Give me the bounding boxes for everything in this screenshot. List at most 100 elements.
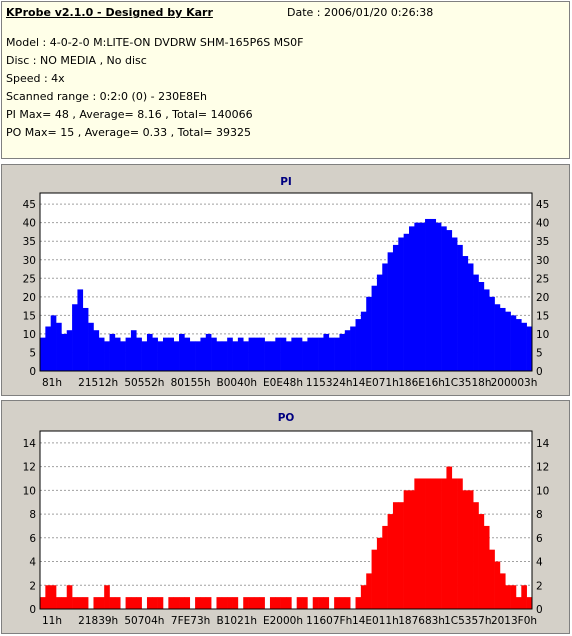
po-bar [56, 597, 62, 609]
po-bar [173, 597, 180, 609]
po-bar [98, 597, 105, 609]
po-bar [425, 478, 431, 609]
po-bar [457, 478, 463, 609]
pi-bar [173, 341, 180, 371]
po-bar [195, 597, 201, 609]
po-bar [227, 597, 233, 609]
pi-bar [392, 244, 399, 371]
pi-bar [264, 341, 271, 371]
pi-y-tick-left: 25 [23, 273, 36, 285]
pi-bar [72, 304, 78, 371]
po-bar [494, 561, 501, 609]
po-bar [467, 490, 474, 609]
po-bar [243, 597, 249, 609]
pi-bar [114, 337, 121, 372]
pi-bar [77, 289, 84, 371]
po-bar [441, 478, 447, 609]
pi-x-tick: 186E16h [398, 377, 445, 389]
pi-chart-title: PI [280, 176, 292, 188]
pi-bar [425, 218, 431, 371]
pi-y-tick-right: 25 [536, 273, 549, 285]
po-bar [505, 585, 511, 609]
pi-bar [430, 218, 437, 371]
pi-bar [189, 341, 196, 371]
pi-x-tick: 81h [42, 377, 62, 389]
pi-y-tick-right: 40 [536, 218, 549, 230]
po-bar [435, 478, 442, 609]
pi-bar [323, 333, 330, 371]
pi-bar [104, 341, 110, 371]
po-bar [253, 597, 260, 609]
pi-bar [211, 337, 217, 372]
po-bar [216, 597, 223, 609]
pi-bar [40, 337, 46, 372]
pi-bar [355, 319, 362, 371]
pi-bar [125, 337, 132, 372]
info-panel: KProbe v2.1.0 - Designed by Karr Date : … [1, 1, 570, 159]
po-bar [104, 585, 110, 609]
pi-bar [205, 333, 212, 371]
po-x-tick: 50704h [124, 615, 164, 627]
po-bar [125, 597, 132, 609]
po-x-tick: 7FE73h [171, 615, 210, 627]
po-chart-panel: PO 0 0 2 2 4 4 6 6 8 8 10 10 12 12 14 14 11h 21839h 50704h 7… [1, 400, 570, 634]
pi-bar [237, 337, 244, 372]
po-x-tick: 14E011h [352, 615, 399, 627]
pi-chart-panel: PI 0 0 5 5 10 10 15 15 20 20 25 25 30 30 35 35 40 40 45 45 81… [1, 164, 570, 396]
pi-bar [98, 337, 105, 372]
po-y-tick-right: 12 [536, 462, 549, 474]
po-bar [318, 597, 324, 609]
po-bar [82, 597, 89, 609]
pi-bar [398, 237, 404, 371]
po-chart-title: PO [278, 412, 295, 424]
po-y-tick-left: 10 [23, 485, 36, 497]
po-bar [168, 597, 174, 609]
po-y-tick-right: 0 [536, 604, 543, 616]
pi-bar [280, 337, 287, 372]
pi-bar [526, 326, 533, 371]
pi-bar [473, 274, 479, 371]
po-bar [360, 585, 367, 609]
po-bar [200, 597, 207, 609]
pi-x-tick: 50552h [124, 377, 164, 389]
pi-bar [243, 341, 249, 371]
pi-y-tick-left: 45 [23, 199, 36, 211]
pi-x-tick: E0E48h [263, 377, 303, 389]
pi-bar [441, 226, 447, 372]
po-bar [152, 597, 158, 609]
po-bar [339, 597, 346, 609]
po-bar [45, 585, 51, 609]
po-x-tick: 11607Fh [306, 615, 352, 627]
po-y-tick-right: 4 [536, 557, 543, 569]
po-bar [323, 597, 330, 609]
pi-y-tick-left: 30 [23, 255, 36, 267]
pi-bar [109, 333, 116, 371]
pi-bar [366, 296, 372, 371]
pi-y-tick-left: 35 [23, 236, 36, 248]
po-bar [109, 597, 116, 609]
pi-bar [403, 233, 410, 371]
po-bar [392, 502, 399, 609]
pi-y-tick-left: 10 [23, 329, 36, 341]
po-y-tick-right: 6 [536, 533, 543, 545]
range-info: Scanned range : 0:2:0 (0) - 230E8Eh [6, 90, 207, 103]
po-y-tick-left: 6 [29, 533, 36, 545]
po-bar [521, 585, 527, 609]
po-bar [344, 597, 351, 609]
po-bar [489, 549, 495, 609]
po-bar [409, 490, 415, 609]
pi-bar [253, 337, 260, 372]
pi-bar [302, 341, 308, 371]
po-bar [526, 597, 533, 609]
po-bar [275, 597, 281, 609]
pi-bar [61, 333, 68, 371]
po-bar [478, 514, 485, 609]
pi-bar [344, 330, 351, 371]
pi-bar [435, 222, 442, 371]
po-bar [93, 597, 100, 609]
po-bar [61, 597, 68, 609]
pi-y-tick-right: 15 [536, 310, 549, 322]
po-bar [40, 597, 46, 609]
po-bar [515, 597, 522, 609]
pi-bar [227, 337, 233, 372]
